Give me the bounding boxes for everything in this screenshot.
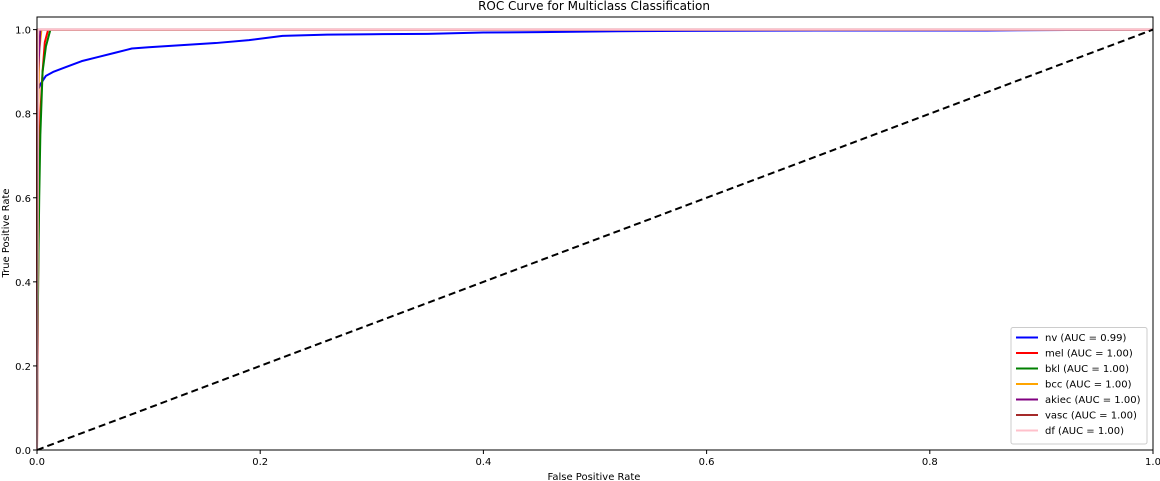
axes: 0.0 0.2 0.4 0.6 0.8 1.0 0.0 0.2 0.4 0.6 0.8 1.0 — [15, 26, 1160, 468]
plot-area — [36, 28, 1154, 451]
x-tick-label: 0.4 — [475, 457, 491, 468]
legend-box — [1010, 327, 1148, 445]
y-axis-label: True Positive Rate — [1, 188, 12, 278]
legend-entry: akiec (AUC = 1.00) — [1045, 395, 1141, 406]
legend-entry: mel (AUC = 1.00) — [1045, 349, 1133, 360]
legend-entry: nv (AUC = 0.99) — [1045, 333, 1126, 344]
y-tick-label: 1.0 — [15, 26, 31, 37]
y-tick-label: 0.0 — [15, 446, 31, 457]
x-axis-label: False Positive Rate — [548, 472, 641, 481]
x-tick-label: 0.6 — [699, 457, 715, 468]
y-tick-label: 0.8 — [15, 110, 31, 121]
series-line-2 — [36, 28, 1153, 417]
legend-entry: bcc (AUC = 1.00) — [1045, 380, 1132, 391]
legend-entry: vasc (AUC = 1.00) — [1045, 411, 1137, 422]
plot-frame — [36, 16, 1154, 451]
x-tick-label: 0.2 — [252, 457, 268, 468]
y-tick-label: 0.4 — [15, 278, 31, 289]
legend-entry: bkl (AUC = 1.00) — [1045, 364, 1129, 375]
legend-entry: df (AUC = 1.00) — [1045, 426, 1124, 437]
series-line-0 — [36, 28, 1154, 450]
diagonal-reference-line — [36, 28, 1154, 451]
x-tick-label: 0.8 — [922, 457, 938, 468]
x-tick-label: 1.0 — [1145, 457, 1160, 468]
legend: nv (AUC = 0.99) mel (AUC = 1.00) bkl (AUC … — [1010, 327, 1148, 445]
y-tick-label: 0.6 — [15, 194, 31, 205]
x-tick-label: 0.0 — [29, 457, 45, 468]
chart-title: ROC Curve for Multiclass Classification — [478, 0, 710, 13]
y-tick-label: 0.2 — [15, 362, 31, 373]
